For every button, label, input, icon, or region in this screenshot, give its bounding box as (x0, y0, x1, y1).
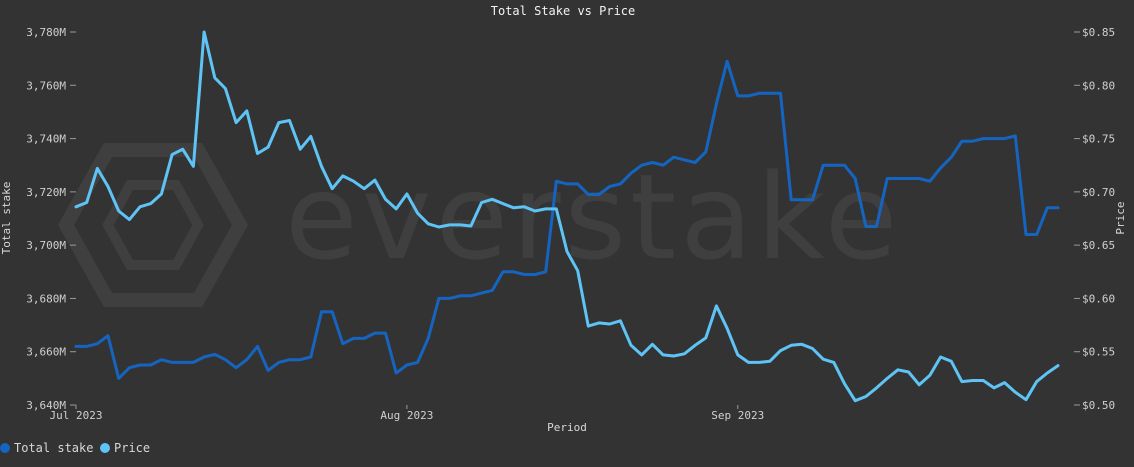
series-layer (74, 30, 1060, 403)
x-axis-title: Period (547, 421, 587, 434)
x-tick-label: Aug 2023 (380, 409, 433, 422)
x-tick-label: Sep 2023 (711, 409, 764, 422)
svg-text:everstake: everstake (285, 148, 901, 286)
legend-swatch-price (100, 443, 110, 453)
y2-tick-label: $0.75 (1082, 133, 1115, 146)
legend: Total stake Price (0, 441, 150, 455)
total-stake-line (74, 59, 1060, 380)
y2-tick-label: $0.60 (1082, 292, 1115, 305)
y-tick-label: 3,760M (26, 79, 66, 92)
x-axis: Jul 2023 Aug 2023 Sep 2023 (50, 405, 764, 422)
y2-tick-label: $0.70 (1082, 186, 1115, 199)
y2-tick-label: $0.80 (1082, 79, 1115, 92)
y-tick-label: 3,780M (26, 26, 66, 39)
y2-tick-label: $0.50 (1082, 399, 1115, 412)
y-tick-label: 3,740M (26, 133, 66, 146)
y-axis-left: 3,640M 3,660M 3,680M 3,700M 3,720M 3,740M 3,76… (26, 26, 76, 412)
legend-item-total-stake[interactable]: Total stake (0, 441, 93, 455)
y-axis-right: $0.50 $0.55 $0.60 $0.65 $0.70 $0.75 $0.80 $0.85 (1074, 26, 1115, 412)
y2-tick-label: $0.65 (1082, 239, 1115, 252)
legend-label-total-stake: Total stake (14, 441, 93, 455)
y2-axis-title: Price (1114, 201, 1127, 234)
y-tick-label: 3,720M (26, 186, 66, 199)
x-tick-label: Jul 2023 (50, 409, 103, 422)
y-tick-label: 3,640M (26, 399, 66, 412)
chart-title: Total Stake vs Price (491, 4, 636, 18)
y-tick-label: 3,660M (26, 346, 66, 359)
y-tick-label: 3,700M (26, 239, 66, 252)
price-line (74, 30, 1060, 403)
legend-item-price[interactable]: Price (100, 441, 150, 455)
y-tick-label: 3,680M (26, 292, 66, 305)
y2-tick-label: $0.85 (1082, 26, 1115, 39)
y-axis-title: Total stake (0, 182, 13, 255)
legend-swatch-total-stake (0, 443, 10, 453)
legend-label-price: Price (114, 441, 150, 455)
everstake-watermark-logo: everstake (57, 143, 901, 307)
y2-tick-label: $0.55 (1082, 346, 1115, 359)
